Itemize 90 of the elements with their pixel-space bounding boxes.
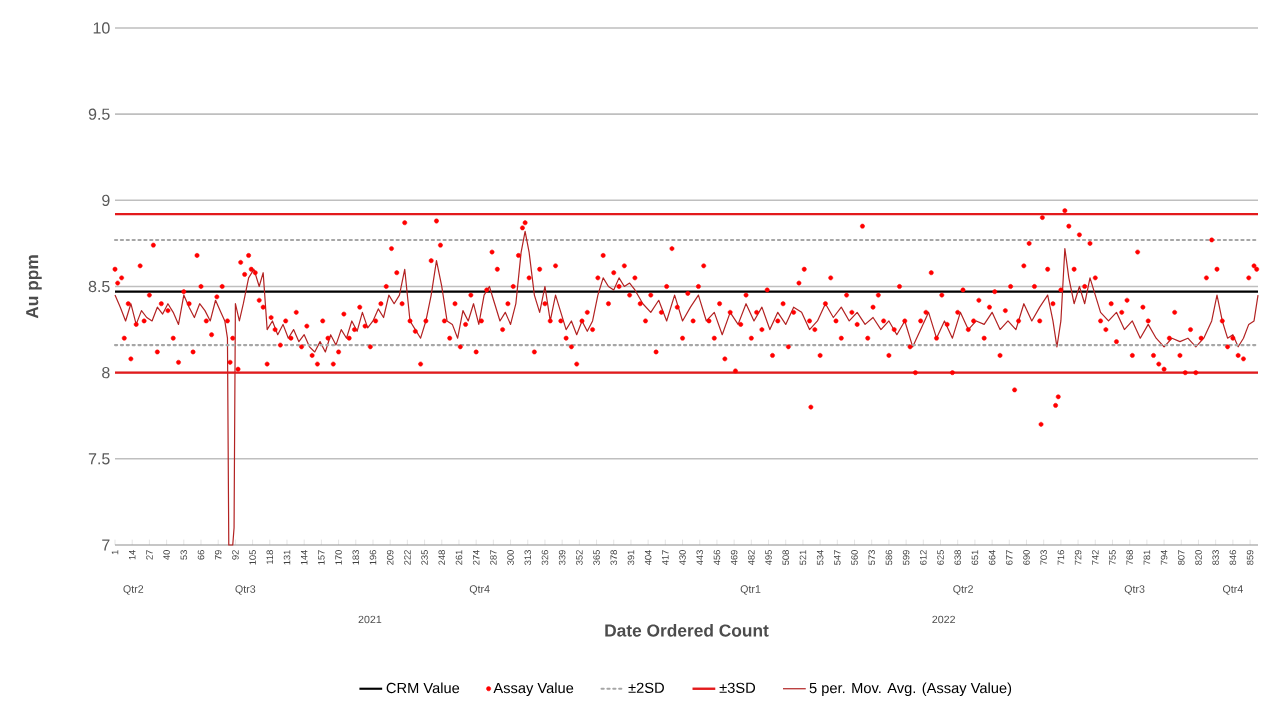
x-tick-label: 859 [1246, 550, 1254, 565]
x-tick-label: 404 [644, 549, 652, 566]
x-tick-label: 807 [1177, 550, 1185, 565]
x-tick-label: 547 [834, 550, 841, 565]
x-tick-label: 755 [1109, 550, 1116, 565]
x-tick-label: 703 [1040, 550, 1047, 565]
y-tick-label: 7 [102, 539, 110, 551]
x-tick-label: 508 [782, 550, 790, 565]
x-tick-label: 209 [386, 550, 394, 565]
x-tick-label: 118 [266, 550, 274, 564]
x-tick-label: 651 [971, 550, 979, 565]
x-tick-label: 482 [748, 550, 755, 566]
x-tick-label: 79 [214, 550, 222, 560]
legend-label: ±2SD [628, 682, 664, 694]
legend-label: ±3SD [719, 682, 756, 694]
x-tick-label: 326 [541, 550, 549, 565]
x-tick-label: 170 [335, 550, 342, 565]
x-tick-label: 443 [696, 550, 704, 566]
text: Qtr1 [740, 585, 761, 595]
x-tick-label: 599 [902, 550, 910, 565]
x-tick-label: 391 [627, 550, 635, 565]
x-tick-label: 157 [318, 550, 325, 565]
x-tick-label: 833 [1212, 550, 1219, 565]
x-tick-label: 300 [507, 550, 514, 565]
x-tick-label: 612 [920, 550, 927, 565]
legend-label: 5 per. Mov. Avg. (Assay Value) [809, 682, 1012, 697]
x-tick-label: 144 [300, 549, 308, 565]
x-tick-label: 690 [1023, 550, 1030, 565]
y-axis-title: Au ppm [26, 255, 42, 319]
x-tick-label: 248 [438, 550, 446, 565]
text: 2022 [932, 615, 956, 624]
legend-label: CRM Value [386, 682, 460, 694]
x-tick-label: 729 [1074, 550, 1082, 565]
x-tick-label: 313 [524, 550, 532, 565]
y-tick-label: 9.5 [88, 108, 110, 120]
text: Qtr4 [1222, 585, 1243, 595]
x-tick-label: 66 [197, 550, 205, 560]
y-tick-label: 7.5 [88, 453, 110, 465]
x-tick-label: 287 [490, 550, 497, 565]
y-tick-label: 8.5 [88, 280, 110, 293]
x-tick-label: 456 [713, 550, 721, 566]
x-tick-label: 534 [816, 549, 824, 565]
text: Qtr3 [1124, 585, 1145, 595]
x-tick-label: 14 [129, 549, 136, 560]
x-tick-label: 339 [558, 550, 566, 565]
x-tick-label: 638 [954, 550, 961, 565]
x-tick-label: 469 [730, 550, 738, 566]
x-tick-label: 794 [1160, 549, 1168, 565]
y-tick-label: 8 [102, 367, 110, 379]
x-tick-label: 131 [283, 550, 291, 565]
text: 2021 [358, 615, 382, 624]
x-axis-title: Date Ordered Count [605, 623, 769, 637]
x-tick-label: 1 [111, 550, 119, 555]
x-tick-label: 573 [868, 550, 876, 565]
text: Qtr3 [235, 585, 256, 595]
x-tick-label: 560 [851, 550, 858, 565]
x-tick-label: 222 [404, 550, 411, 565]
x-tick-label: 625 [937, 550, 944, 565]
x-tick-label: 53 [180, 550, 188, 560]
x-tick-label: 521 [799, 550, 807, 565]
y-tick-label: 10 [93, 22, 110, 34]
x-tick-label: 586 [885, 550, 893, 565]
y-tick-label: 9 [102, 194, 110, 206]
x-tick-label: 846 [1229, 550, 1237, 565]
x-tick-label: 742 [1092, 550, 1099, 565]
x-tick-label: 430 [679, 550, 686, 566]
x-tick-label: 664 [988, 549, 996, 565]
x-tick-label: 417 [662, 550, 669, 566]
x-tick-label: 768 [1126, 550, 1133, 565]
x-tick-label: 781 [1143, 550, 1151, 565]
x-tick-label: 105 [249, 550, 256, 565]
x-tick-label: 27 [146, 550, 153, 560]
x-tick-label: 274 [472, 549, 480, 565]
text: Qtr2 [953, 585, 973, 595]
x-tick-label: 365 [593, 550, 600, 565]
x-tick-label: 261 [455, 550, 463, 565]
x-tick-label: 92 [232, 550, 239, 560]
x-tick-label: 495 [765, 550, 772, 566]
legend-label: Assay Value [493, 682, 574, 697]
x-tick-label: 820 [1195, 550, 1202, 565]
x-tick-label: 677 [1006, 550, 1013, 565]
x-tick-label: 352 [576, 550, 583, 565]
text: Qtr4 [469, 585, 490, 595]
x-tick-label: 196 [369, 550, 377, 565]
x-tick-label: 716 [1057, 550, 1065, 565]
x-tick-label: 235 [421, 550, 428, 565]
x-tick-label: 40 [163, 550, 170, 560]
text: Qtr2 [123, 585, 144, 595]
x-tick-label: 378 [610, 550, 618, 565]
x-tick-label: 183 [352, 550, 360, 565]
